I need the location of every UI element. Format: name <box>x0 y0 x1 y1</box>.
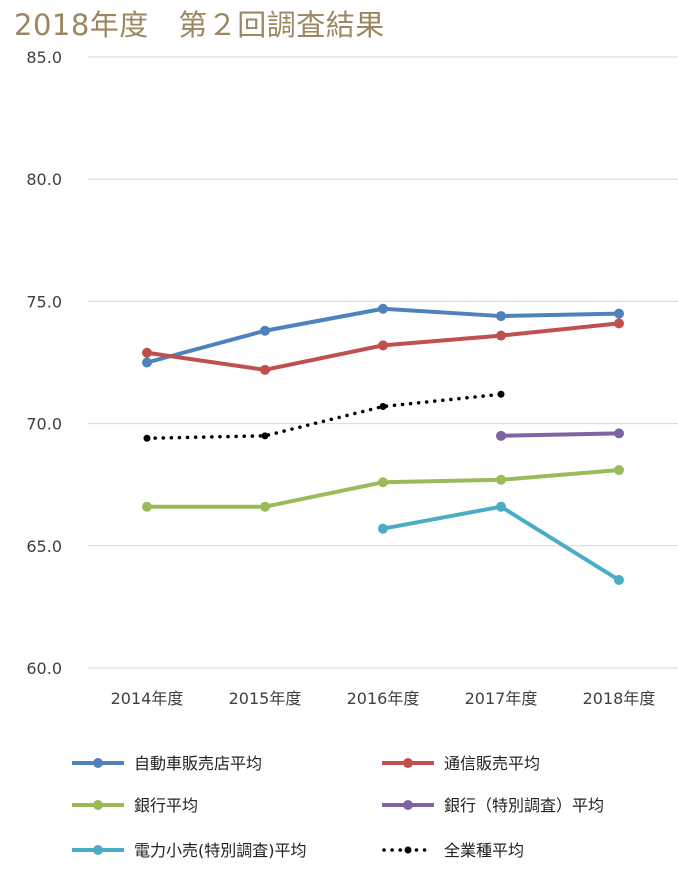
y-tick-label: 80.0 <box>26 170 62 189</box>
data-point <box>496 330 506 341</box>
data-point <box>497 390 505 398</box>
data-point <box>261 432 269 440</box>
series-line <box>382 504 621 582</box>
series-1 <box>142 303 624 368</box>
data-point <box>260 325 270 336</box>
legend-item: 自動車販売店平均 <box>72 754 262 773</box>
legend-label: 全業種平均 <box>444 841 524 860</box>
series-2 <box>142 318 624 375</box>
legend-marker <box>93 758 103 768</box>
data-point <box>260 501 270 512</box>
data-point <box>260 364 270 375</box>
legend-label: 銀行平均 <box>134 796 198 815</box>
legend-item: 全業種平均 <box>382 841 524 860</box>
legend-marker <box>403 800 413 810</box>
y-axis-ticks: 60.0 65.0 70.0 75.0 80.0 85.0 <box>26 48 62 678</box>
data-point <box>496 501 506 512</box>
data-point <box>496 474 506 485</box>
x-tick-label: 2016年度 <box>347 689 420 708</box>
data-point <box>614 428 624 439</box>
y-tick-label: 65.0 <box>26 537 62 556</box>
data-point <box>378 477 388 488</box>
series-6 <box>143 390 505 442</box>
legend-label: 通信販売平均 <box>444 754 540 773</box>
data-point <box>143 434 151 442</box>
data-point <box>614 465 624 476</box>
gridlines <box>88 56 678 669</box>
legend-item: 通信販売平均 <box>382 754 540 773</box>
series-line <box>147 468 620 509</box>
data-point <box>614 308 624 319</box>
legend-label: 電力小売(特別調査)平均 <box>134 841 307 860</box>
x-tick-label: 2017年度 <box>465 689 538 708</box>
legend-marker <box>93 845 103 855</box>
series-4 <box>496 428 624 441</box>
series-lines <box>142 303 624 586</box>
series-line <box>500 431 620 438</box>
legend-marker <box>404 846 412 854</box>
x-tick-label: 2018年度 <box>583 689 656 708</box>
data-point <box>496 311 506 322</box>
series-line <box>146 306 620 365</box>
series-3 <box>142 465 624 512</box>
legend-label: 自動車販売店平均 <box>134 754 262 773</box>
data-point <box>378 523 388 534</box>
x-axis-ticks: 2014年度 2015年度 2016年度 2017年度 2018年度 <box>111 689 656 708</box>
legend-item: 銀行平均 <box>72 796 198 815</box>
legend-item: 電力小売(特別調査)平均 <box>72 841 307 860</box>
data-point <box>379 402 387 410</box>
data-point <box>142 347 152 358</box>
series-line <box>145 392 503 441</box>
chart-title: 2018年度 第２回調査結果 <box>14 8 385 42</box>
x-tick-label: 2015年度 <box>229 689 302 708</box>
series-5 <box>378 501 624 586</box>
data-point <box>378 303 388 314</box>
legend-item: 銀行（特別調査）平均 <box>382 796 604 815</box>
data-point <box>142 501 152 512</box>
data-point <box>142 357 152 368</box>
legend-label: 銀行（特別調査）平均 <box>444 796 604 815</box>
y-tick-label: 85.0 <box>26 48 62 67</box>
x-tick-label: 2014年度 <box>111 689 184 708</box>
data-point <box>496 430 506 441</box>
legend-marker <box>403 758 413 768</box>
y-tick-label: 75.0 <box>26 292 62 311</box>
data-point <box>378 340 388 351</box>
y-tick-label: 70.0 <box>26 415 62 434</box>
data-point <box>614 575 624 586</box>
y-tick-label: 60.0 <box>26 659 62 678</box>
data-point <box>614 318 624 329</box>
legend-marker <box>93 800 103 810</box>
